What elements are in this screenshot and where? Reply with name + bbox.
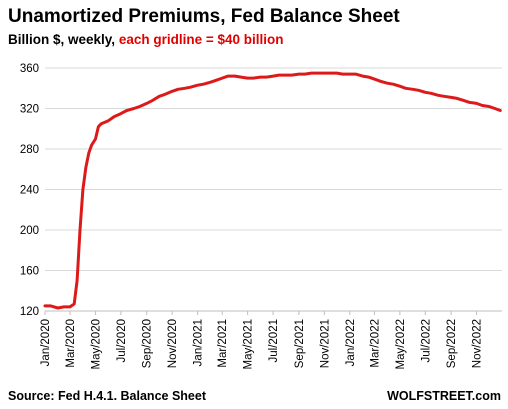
subtitle-units: Billion $, weekly, — [8, 32, 115, 47]
gridlines — [45, 67, 502, 312]
x-tick-label: May/2020 — [90, 319, 102, 370]
x-tick-label: Mar/2020 — [65, 319, 77, 368]
y-tick-label: 360 — [20, 63, 39, 75]
source-note: Source: Fed H.4.1. Balance Sheet — [8, 389, 207, 403]
subtitle-gridline-note: each gridline = $40 billion — [119, 32, 284, 47]
x-tick-label: Mar/2021 — [217, 319, 229, 368]
x-tick-label: Jan/2022 — [345, 319, 357, 366]
x-tick-label: Nov/2020 — [167, 319, 179, 368]
x-tick-label: Nov/2022 — [472, 319, 484, 368]
x-tick-label: May/2022 — [395, 319, 407, 370]
y-axis: 120 160 200 240 280 320 360 — [20, 63, 39, 318]
x-tick-label: Jan/2021 — [193, 319, 205, 366]
x-tick-label: Jul/2020 — [116, 319, 128, 362]
brand-label: WOLFSTREET.com — [387, 389, 501, 403]
x-tick-label: Jan/2020 — [40, 319, 52, 366]
x-tick-label: Nov/2021 — [319, 319, 331, 368]
x-tick-label: Sep/2022 — [446, 319, 458, 368]
y-tick-label: 120 — [20, 306, 39, 318]
x-tick-label: Mar/2022 — [369, 319, 381, 368]
x-axis: Jan/2020 Mar/2020 May/2020 Jul/2020 Sep/2020… — [40, 311, 484, 370]
x-tick-label: May/2021 — [243, 319, 255, 370]
y-tick-label: 200 — [20, 225, 39, 237]
chart-subtitle: Billion $, weekly, each gridline = $40 b… — [8, 32, 284, 47]
y-tick-label: 240 — [20, 185, 39, 197]
x-tick-label: Sep/2020 — [142, 319, 154, 368]
y-tick-label: 160 — [20, 266, 39, 278]
series-line — [43, 71, 502, 310]
y-tick-label: 320 — [20, 104, 39, 116]
x-tick-label: Jul/2022 — [420, 319, 432, 362]
x-tick-label: Jul/2021 — [268, 319, 280, 362]
chart-title: Unamortized Premiums, Fed Balance Sheet — [8, 6, 400, 27]
y-tick-label: 280 — [20, 144, 39, 156]
x-tick-label: Sep/2021 — [294, 319, 306, 368]
